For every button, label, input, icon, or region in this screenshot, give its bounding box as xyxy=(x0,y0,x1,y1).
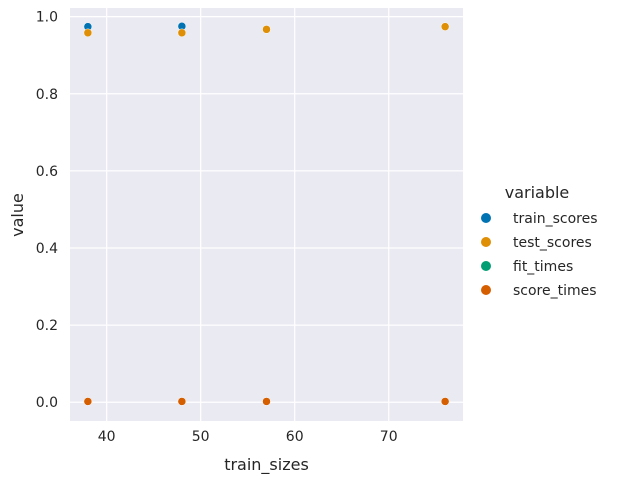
data-points xyxy=(83,22,450,406)
x-tick-label: 40 xyxy=(98,429,116,445)
y-axis-label: value xyxy=(8,193,27,237)
y-tick-label: 1.0 xyxy=(36,10,58,26)
legend-label-fit-times: fit_times xyxy=(513,259,573,275)
y-tick-label: 0.8 xyxy=(36,87,58,103)
legend-marker-test-scores xyxy=(481,237,491,247)
data-point-test-scores xyxy=(440,22,450,31)
data-point-score-times xyxy=(262,397,271,406)
legend-label-score-times: score_times xyxy=(513,283,597,299)
x-tick-label: 70 xyxy=(380,429,398,445)
data-point-score-times xyxy=(177,397,187,406)
legend-label-train-scores: train_scores xyxy=(513,211,598,227)
y-tick-label: 0.6 xyxy=(36,164,58,180)
x-axis-label: train_sizes xyxy=(224,455,309,475)
y-axis-ticks: 0.0 0.2 0.4 0.6 0.8 1.0 xyxy=(36,10,58,412)
data-point-score-times xyxy=(83,397,93,406)
data-point-test-scores xyxy=(262,25,271,34)
legend-marker-fit-times xyxy=(481,261,491,271)
y-tick-label: 0.4 xyxy=(36,241,58,257)
data-point-score-times xyxy=(440,397,450,406)
x-axis-ticks: 40 50 60 70 xyxy=(98,429,398,445)
legend: variable train_scores test_scores fit_time… xyxy=(481,183,598,299)
data-point-test-scores xyxy=(177,28,187,38)
legend-title: variable xyxy=(505,183,570,202)
legend-marker-train-scores xyxy=(481,213,491,223)
data-point-test-scores xyxy=(83,28,93,38)
x-tick-label: 60 xyxy=(286,429,304,445)
x-tick-label: 50 xyxy=(192,429,210,445)
y-tick-label: 0.2 xyxy=(36,318,58,334)
legend-marker-score-times xyxy=(481,285,491,295)
plot-area xyxy=(70,8,463,421)
legend-label-test-scores: test_scores xyxy=(513,235,592,251)
y-tick-label: 0.0 xyxy=(36,395,58,411)
